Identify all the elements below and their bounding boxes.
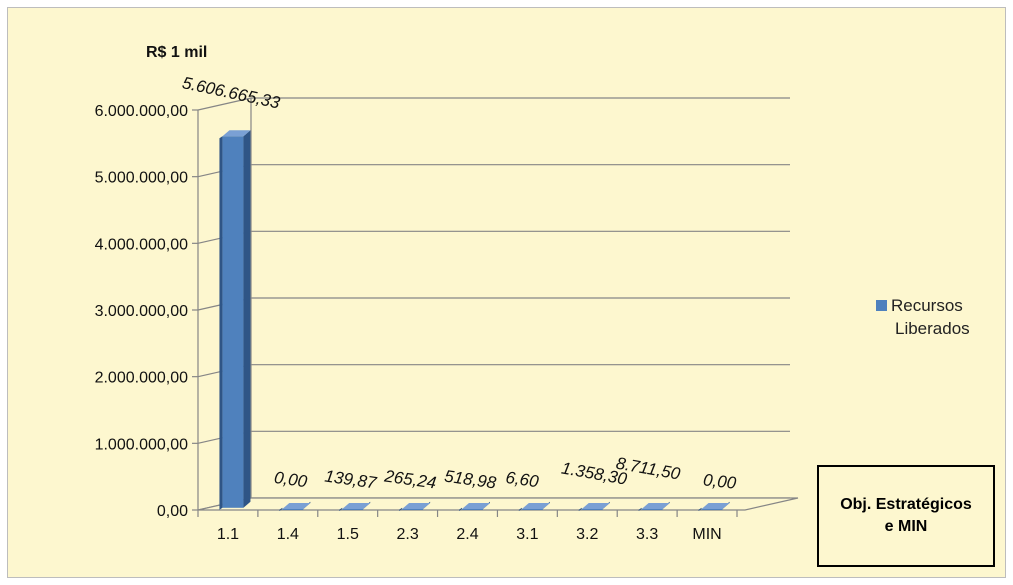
bar-left-edge <box>578 507 582 511</box>
x-axis-title-box: Obj. Estratégicos e MIN <box>817 465 995 567</box>
bar-front <box>402 509 424 510</box>
bar-left-edge <box>518 507 522 511</box>
y-tick-label: 3.000.000,00 <box>95 303 189 320</box>
x-tick-label: 1.1 <box>217 526 239 543</box>
bar-left-edge <box>219 136 223 510</box>
bar-front <box>342 509 364 510</box>
bar <box>339 501 371 511</box>
data-label: 518,98 <box>443 467 498 493</box>
bar-left-edge <box>459 507 462 511</box>
bar-left-edge <box>399 507 403 511</box>
data-label: 5.606.665,33 <box>181 73 283 112</box>
bar <box>399 501 431 511</box>
bar <box>518 501 550 511</box>
chart-area: 0,00 1.000.000,00 2.000.000,00 3.000.000,00… <box>7 7 1006 578</box>
data-label: 6,60 <box>504 468 540 491</box>
y-tick-label: 5.000.000,00 <box>95 170 189 187</box>
bar-front <box>521 509 543 510</box>
bar <box>698 501 730 511</box>
x-tick-label: 1.5 <box>337 526 359 543</box>
legend: Recursos Liberados <box>876 296 970 339</box>
data-label: 0,00 <box>273 468 309 491</box>
bar-front <box>222 136 244 508</box>
legend-label-line1: Recursos <box>891 296 963 315</box>
y-tick-label: 2.000.000,00 <box>95 370 189 387</box>
bar-front <box>282 509 304 510</box>
legend-swatch <box>876 300 887 311</box>
bar-front <box>701 509 723 510</box>
y-tick-label: 4.000.000,00 <box>95 236 189 253</box>
bar <box>219 130 251 510</box>
gridlines <box>197 97 790 511</box>
x-axis-title: Obj. Estratégicos e MIN <box>840 496 972 535</box>
bar-top <box>701 503 730 509</box>
y-tick-label: 0,00 <box>157 503 188 520</box>
bar <box>459 501 490 511</box>
bar-left-edge <box>279 507 283 511</box>
bar-front <box>581 509 603 510</box>
bars <box>219 130 730 511</box>
bar-top <box>282 503 311 509</box>
axes <box>192 98 799 517</box>
legend-label-line2: Liberados <box>895 319 970 338</box>
bar-top <box>462 503 490 509</box>
bar-left-edge <box>698 507 702 511</box>
bar-front <box>641 509 663 510</box>
x-tick-label: MIN <box>692 526 721 543</box>
bar-top <box>581 503 610 509</box>
x-tick-label: 3.1 <box>516 526 538 543</box>
bar-top <box>641 503 670 509</box>
bar-left-edge <box>339 507 343 511</box>
y-tick-label: 6.000.000,00 <box>95 103 189 120</box>
data-label: 265,24 <box>382 466 437 492</box>
bar-side <box>243 130 251 508</box>
bar <box>638 501 670 511</box>
x-tick-label: 2.3 <box>396 526 418 543</box>
bar-left-edge <box>638 507 642 511</box>
bar-chart: 0,00 1.000.000,00 2.000.000,00 3.000.000,00… <box>95 73 799 543</box>
x-tick-label: 1.4 <box>277 526 299 543</box>
data-label: 0,00 <box>702 470 737 492</box>
bar-top <box>222 130 251 137</box>
bar-top <box>521 503 550 509</box>
bar <box>578 501 610 511</box>
y-tick-label: 1.000.000,00 <box>95 436 189 453</box>
x-tick-label: 3.3 <box>636 526 658 543</box>
bar-top <box>402 503 431 509</box>
x-tick-label: 2.4 <box>456 526 478 543</box>
x-tick-label: 3.2 <box>576 526 598 543</box>
data-labels: 5.606.665,330,00 139,87 265,24 518,98 6,60 1.… <box>181 73 738 493</box>
data-label: 139,87 <box>323 467 378 493</box>
gridline-diagonal <box>197 97 252 111</box>
tick-labels: 0,00 1.000.000,00 2.000.000,00 3.000.000,00… <box>95 103 722 543</box>
bar <box>279 501 311 511</box>
y-axis-title: R$ 1 mil <box>146 44 208 61</box>
bar-front <box>462 509 483 510</box>
bar-top <box>342 503 371 509</box>
